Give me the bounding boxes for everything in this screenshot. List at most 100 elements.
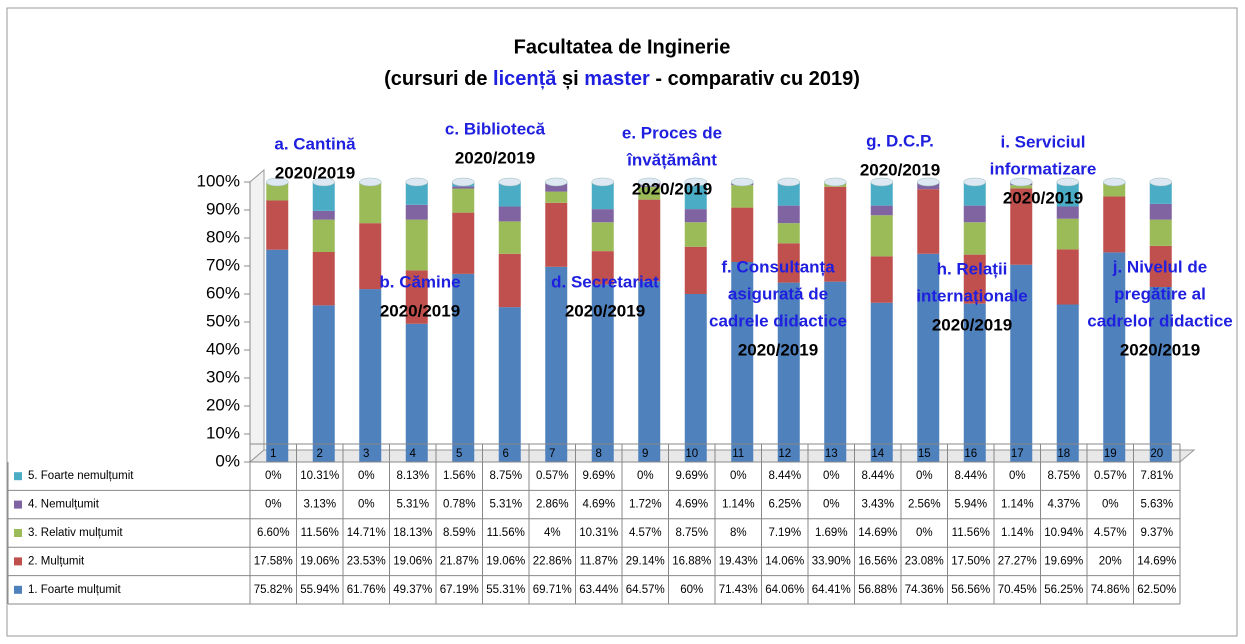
- bar-segment: [1149, 245, 1172, 287]
- bar-top: [498, 177, 521, 187]
- bar-segment: [359, 289, 382, 462]
- bar-segment: [405, 270, 428, 324]
- annotation: pregătire al: [1114, 284, 1206, 303]
- data-label: 1.14%: [722, 499, 755, 511]
- legend-swatch: [14, 500, 22, 509]
- x-tick-label: 19: [1104, 448, 1117, 460]
- x-tick-label: 5: [456, 448, 462, 460]
- bar-segment: [405, 182, 428, 205]
- bar-top: [777, 177, 800, 187]
- data-label: 0%: [1009, 470, 1026, 482]
- data-label: 4%: [544, 527, 561, 539]
- data-label: 0%: [1102, 499, 1119, 511]
- bar-segment: [359, 223, 382, 290]
- annotation: asigurată de: [728, 284, 828, 303]
- bar-segment: [638, 186, 661, 200]
- bar-segment: [1056, 304, 1079, 462]
- data-label: 6.25%: [768, 499, 801, 511]
- bar-segment: [684, 181, 707, 210]
- legend-label: 5. Foarte nemulțumit: [28, 470, 134, 482]
- y-tick-label: 80%: [206, 227, 240, 246]
- bar-segment: [777, 182, 800, 206]
- data-label: 21.87%: [440, 555, 479, 567]
- annotation-period: 2020/2019: [860, 160, 940, 179]
- bar-segment: [870, 182, 893, 206]
- data-label: 61.76%: [347, 584, 386, 596]
- bar-segment: [824, 186, 847, 282]
- bar-segment: [870, 256, 893, 303]
- subtitle-part: master: [584, 68, 650, 90]
- bar-segment: [870, 302, 893, 462]
- annotation: f. Consultanța: [721, 257, 835, 276]
- bar-top: [824, 177, 847, 187]
- data-label: 14.71%: [347, 527, 386, 539]
- bar-top: [870, 177, 893, 187]
- data-label: 9.37%: [1140, 527, 1173, 539]
- data-label: 4.57%: [629, 527, 662, 539]
- data-label: 16.56%: [858, 555, 897, 567]
- data-label: 22.86%: [533, 555, 572, 567]
- x-tick-label: 1: [270, 448, 276, 460]
- data-label: 5.31%: [396, 499, 429, 511]
- data-label: 14.69%: [1137, 555, 1176, 567]
- data-label: 4.37%: [1047, 499, 1080, 511]
- data-label: 19.69%: [1044, 555, 1083, 567]
- back-wall: [249, 168, 265, 464]
- data-label: 0%: [730, 470, 747, 482]
- data-label: 1.14%: [1001, 527, 1034, 539]
- data-label: 27.27%: [998, 555, 1037, 567]
- subtitle-part: și: [556, 68, 584, 90]
- data-label: 64.06%: [765, 584, 804, 596]
- bar-segment: [638, 281, 661, 462]
- x-tick-label: 20: [1150, 448, 1163, 460]
- bar-top: [963, 177, 986, 187]
- data-label: 56.25%: [1044, 584, 1083, 596]
- legend-swatch: [14, 529, 22, 537]
- bar-segment: [917, 253, 940, 462]
- data-label: 20%: [1099, 555, 1122, 567]
- bar-segment: [870, 205, 893, 216]
- data-label: 74.36%: [905, 584, 944, 596]
- legend-label: 1. Foarte mulțumit: [28, 584, 121, 596]
- data-label: 1.56%: [443, 470, 476, 482]
- data-label: 55.94%: [300, 584, 339, 596]
- x-tick-label: 11: [732, 448, 744, 460]
- data-label: 14.06%: [765, 555, 804, 567]
- data-label: 69.71%: [533, 584, 572, 596]
- legend-label: 4. Nemulțumit: [28, 499, 100, 511]
- y-tick-label: 50%: [206, 311, 240, 330]
- y-tick-label: 60%: [206, 283, 240, 302]
- data-label: 8.75%: [1047, 470, 1080, 482]
- data-label: 19.06%: [300, 555, 339, 567]
- data-label: 11.56%: [487, 527, 525, 539]
- x-tick-label: 18: [1057, 448, 1070, 460]
- annotation: j. Nivelul de: [1112, 257, 1207, 276]
- bar-segment: [498, 253, 521, 308]
- bar-segment: [452, 188, 475, 213]
- data-label: 8.44%: [861, 470, 894, 482]
- data-label: 6.60%: [257, 527, 290, 539]
- bar-segment: [266, 200, 289, 250]
- data-label: 8.59%: [443, 527, 476, 539]
- data-label: 1.14%: [1001, 499, 1034, 511]
- bar-top: [591, 177, 614, 187]
- annotation: d. Secretariat: [551, 272, 659, 291]
- data-label: 0.57%: [536, 470, 569, 482]
- data-label: 0%: [265, 470, 282, 482]
- bar-segment: [452, 273, 475, 462]
- data-label: 8%: [730, 527, 747, 539]
- annotation: e. Proces de: [622, 123, 722, 142]
- data-label: 2.86%: [536, 499, 569, 511]
- data-label: 7.19%: [768, 527, 801, 539]
- subtitle-part: - comparativ cu 2019): [650, 68, 860, 90]
- annotation: învățământ: [626, 150, 717, 169]
- bar-segment: [498, 206, 521, 222]
- data-label: 2.56%: [908, 499, 941, 511]
- data-label: 8.44%: [768, 470, 801, 482]
- bar-top: [917, 177, 940, 187]
- y-tick-label: 30%: [206, 367, 240, 386]
- annotation-period: 2020/2019: [632, 179, 712, 198]
- bar-segment: [405, 323, 428, 462]
- bar-segment: [359, 182, 382, 224]
- data-label: 3.13%: [303, 499, 336, 511]
